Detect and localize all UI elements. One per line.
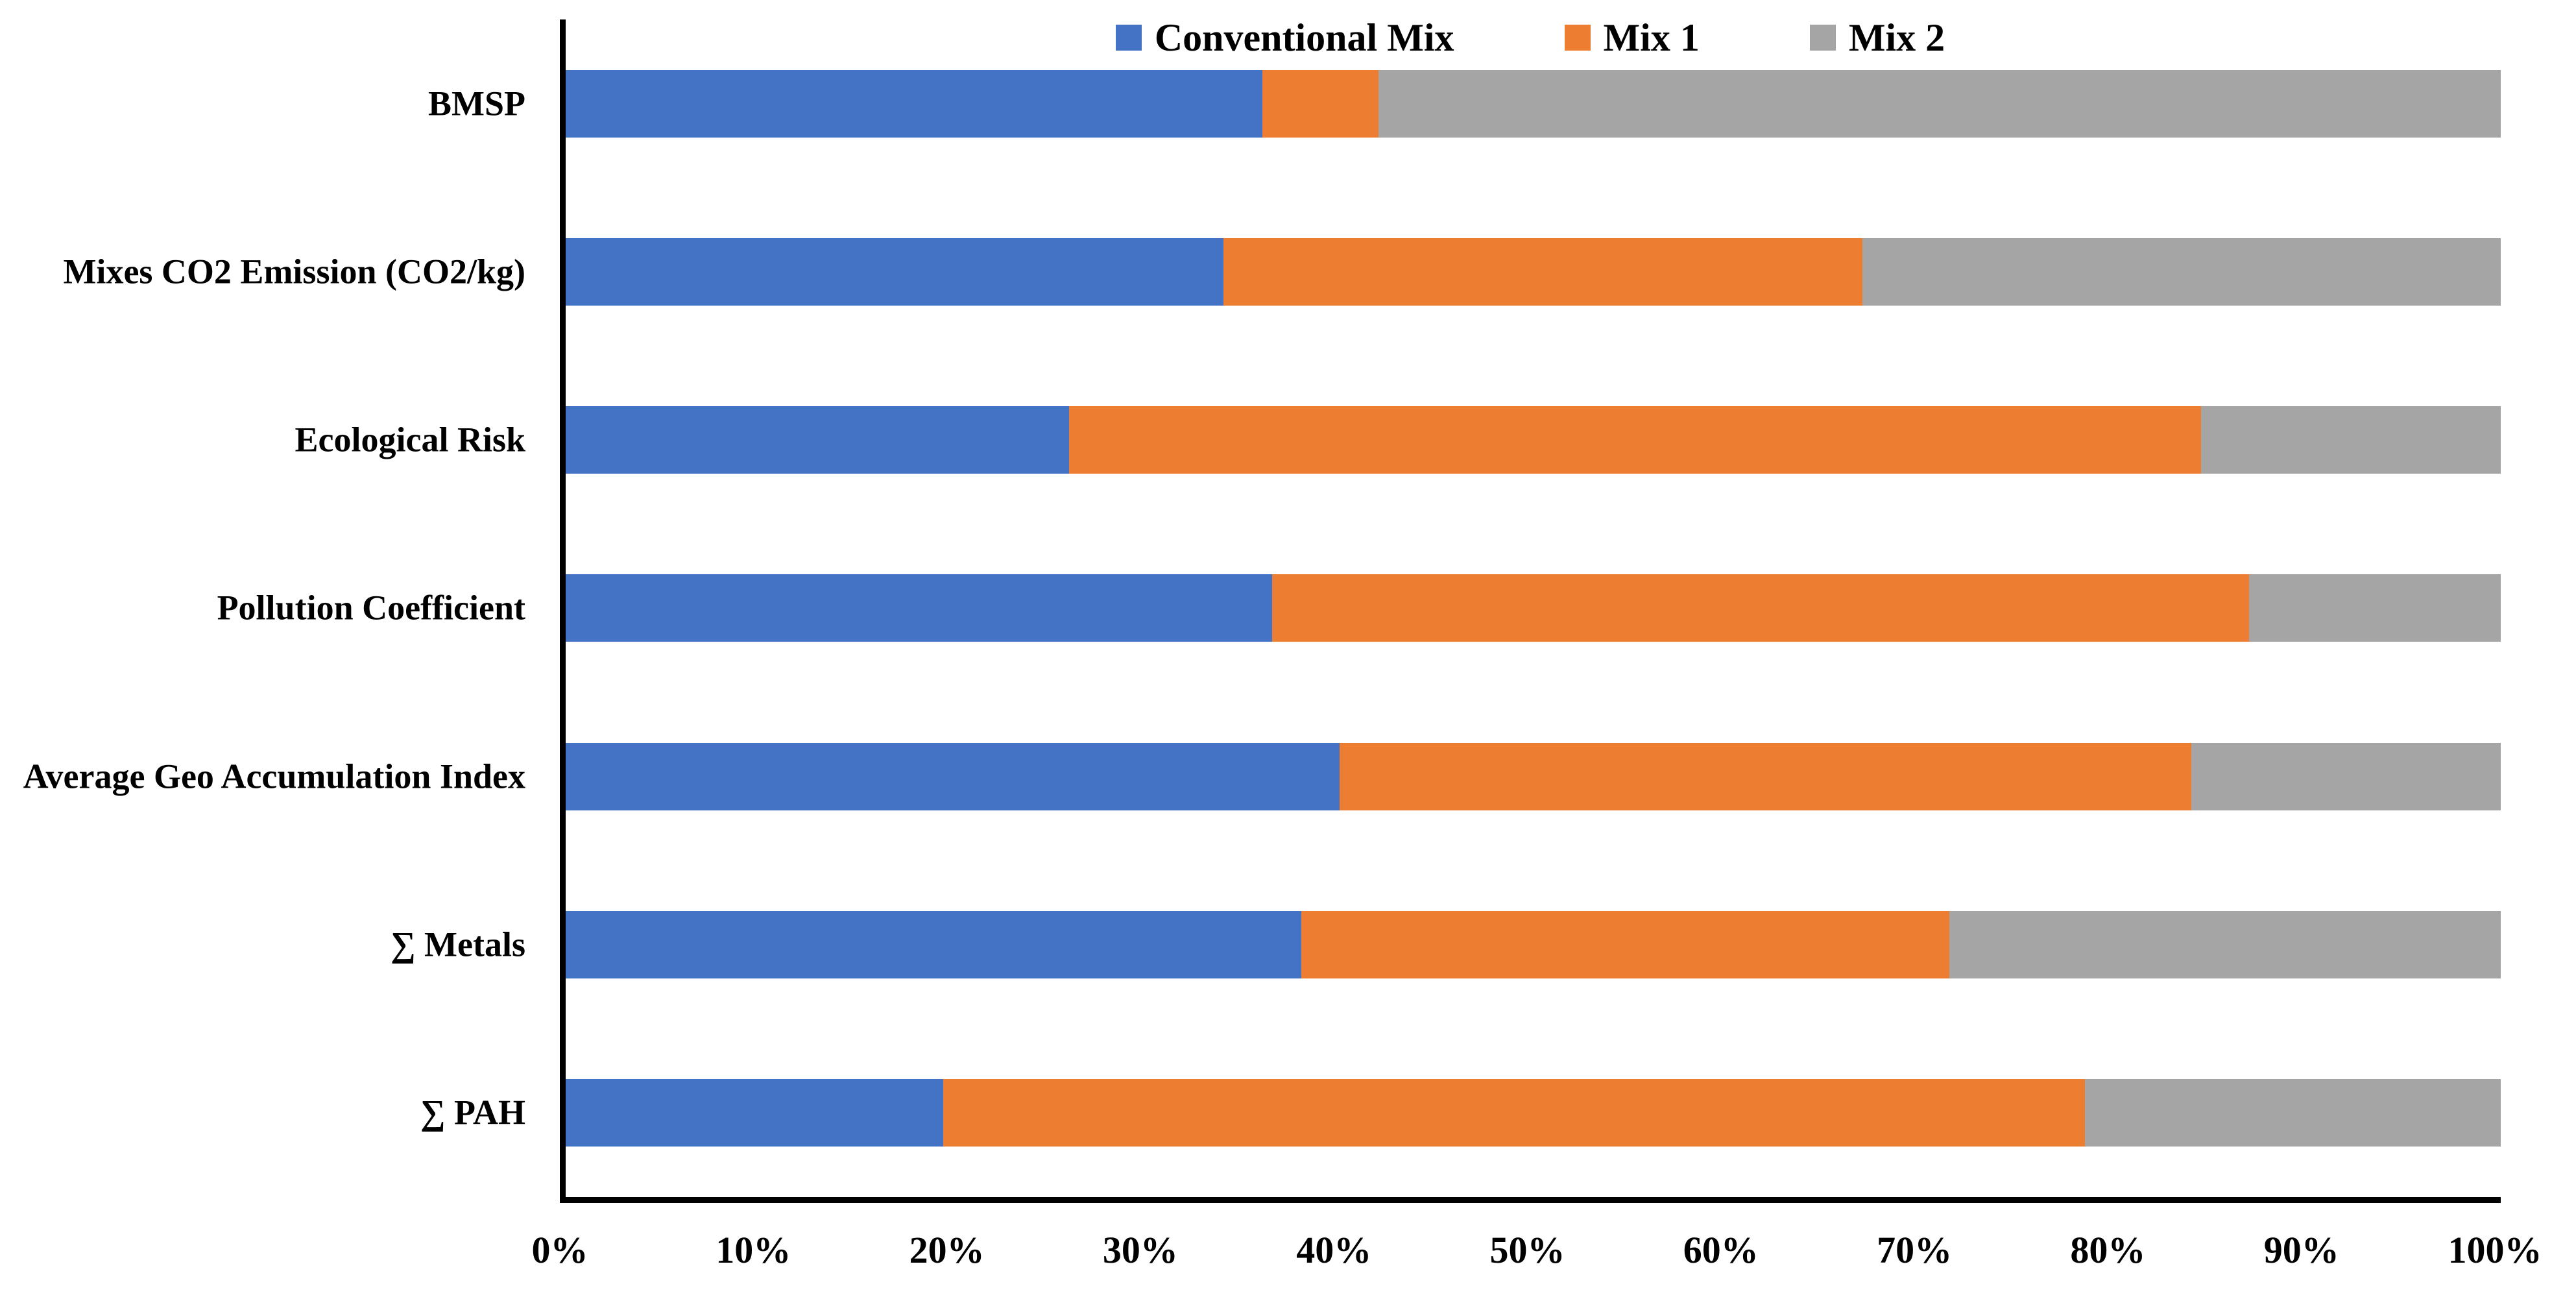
x-axis: 0% 10% 20% 30% 40% 50% 60% 70% 80% 90% 100% <box>532 1229 2542 1283</box>
category-label: BMSP <box>427 83 525 123</box>
bar-segment-conventional-mix <box>566 1079 943 1147</box>
x-axis-tick-label: 70% <box>1877 1229 1953 1271</box>
category-label: Pollution Coefficient <box>217 588 525 627</box>
bar-row: Mixes CO2 Emission (CO2/kg) <box>63 188 2501 356</box>
bar-segment-mix-2 <box>1949 911 2501 979</box>
legend-label: Mix 1 <box>1603 16 1700 59</box>
chart-legend: Conventional Mix Mix 1 Mix 2 <box>560 12 2501 64</box>
bar-segment-mix-2 <box>1862 237 2501 306</box>
x-axis-tick-label: 90% <box>2263 1229 2339 1271</box>
stacked-bar <box>566 574 2501 642</box>
bar-segment-mix-1 <box>1262 69 1378 138</box>
stacked-bar <box>566 742 2501 810</box>
bar-row: Pollution Coefficient <box>217 524 2501 692</box>
bar-segment-mix-1 <box>1340 742 2191 810</box>
x-axis-tick-label: 0% <box>531 1229 588 1271</box>
bar-row: ∑ PAH <box>420 1029 2501 1197</box>
bar-row: Ecological Risk <box>295 356 2501 524</box>
legend-swatch-icon <box>1564 25 1591 51</box>
legend-label: Conventional Mix <box>1154 16 1454 59</box>
bar-segment-mix-1 <box>943 1079 2085 1147</box>
bar-segment-mix-2 <box>2191 742 2501 810</box>
stacked-bar <box>566 1079 2501 1147</box>
legend-item: Mix 1 <box>1564 16 1700 59</box>
bar-segment-conventional-mix <box>566 911 1301 979</box>
legend-item: Conventional Mix <box>1115 16 1454 59</box>
bar-segment-conventional-mix <box>566 237 1224 306</box>
plot-area: BMSP Mixes CO2 Emission (CO2/kg) Ecologica… <box>23 19 2501 1203</box>
bar-segment-mix-1 <box>1068 406 2201 474</box>
legend-swatch-icon <box>1115 25 1142 51</box>
bar-segment-conventional-mix <box>566 69 1262 138</box>
bar-segment-mix-2 <box>1378 69 2501 138</box>
x-axis-tick-label: 50% <box>1489 1229 1565 1271</box>
x-axis-tick-label: 80% <box>2070 1229 2146 1271</box>
stacked-bar <box>566 406 2501 474</box>
legend-item: Mix 2 <box>1809 16 1945 59</box>
bar-row: BMSP <box>428 19 2501 188</box>
x-axis-tick-label: 40% <box>1296 1229 1372 1271</box>
category-label: ∑ Metals <box>391 925 525 964</box>
x-axis-tick-label: 10% <box>716 1229 791 1271</box>
bar-segment-mix-2 <box>2249 574 2501 642</box>
category-label: ∑ PAH <box>420 1093 525 1132</box>
bar-segment-mix-2 <box>2084 1079 2501 1147</box>
bar-segment-mix-1 <box>1301 911 1949 979</box>
bar-segment-conventional-mix <box>566 742 1340 810</box>
x-axis-tick-label: 30% <box>1102 1229 1178 1271</box>
bar-segment-conventional-mix <box>566 574 1272 642</box>
bar-row: Average Geo Accumulation Index <box>23 692 2501 860</box>
category-label: Average Geo Accumulation Index <box>23 757 525 796</box>
category-label: Ecological Risk <box>295 420 525 459</box>
stacked-bar <box>566 237 2501 306</box>
x-axis-tick-label: 100% <box>2448 1229 2542 1271</box>
legend-label: Mix 2 <box>1848 16 1945 59</box>
bar-row: ∑ Metals <box>391 860 2501 1028</box>
x-axis-tick-label: 60% <box>1683 1229 1759 1271</box>
stacked-bar <box>566 69 2501 138</box>
x-axis-tick-label: 20% <box>909 1229 985 1271</box>
bar-segment-mix-1 <box>1223 237 1862 306</box>
legend-swatch-icon <box>1809 25 1836 51</box>
stacked-bar <box>566 911 2501 979</box>
bar-segment-conventional-mix <box>566 406 1069 474</box>
bar-segment-mix-2 <box>2200 406 2501 474</box>
category-label: Mixes CO2 Emission (CO2/kg) <box>63 252 525 291</box>
bar-segment-mix-1 <box>1271 574 2250 642</box>
